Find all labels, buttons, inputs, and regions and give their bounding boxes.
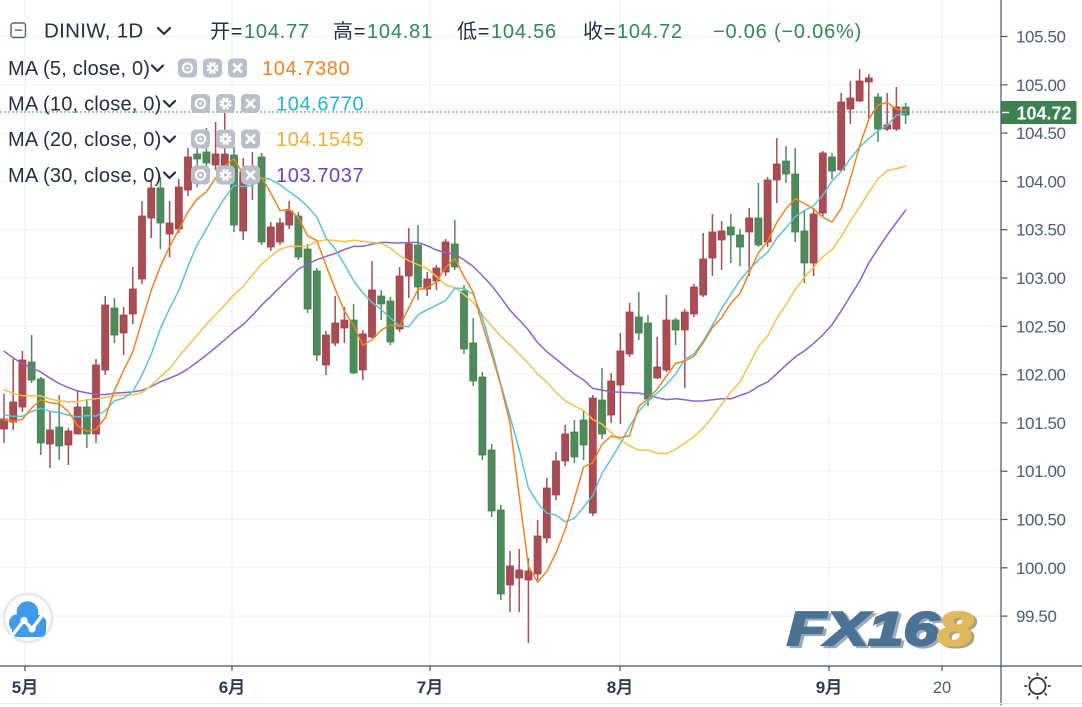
svg-text:8: 8 — [938, 602, 973, 655]
svg-text:101.00: 101.00 — [1016, 462, 1066, 481]
svg-text:9月: 9月 — [816, 678, 842, 697]
svg-text:105.00: 105.00 — [1016, 76, 1066, 95]
svg-text:103.00: 103.00 — [1016, 269, 1066, 288]
svg-text:104.72: 104.72 — [617, 21, 683, 43]
svg-text:MA (10, close, 0): MA (10, close, 0) — [8, 94, 161, 116]
svg-text:7月: 7月 — [417, 678, 443, 697]
svg-text:104.6770: 104.6770 — [276, 94, 364, 116]
svg-text:104.81: 104.81 — [367, 21, 433, 43]
svg-text:104.7380: 104.7380 — [262, 58, 350, 80]
svg-text:低=: 低= — [457, 20, 490, 43]
svg-text:105.50: 105.50 — [1016, 28, 1066, 47]
svg-text:8月: 8月 — [607, 678, 633, 697]
svg-text:MA (5, close, 0): MA (5, close, 0) — [8, 58, 150, 80]
svg-text:8: 8 — [940, 604, 975, 657]
svg-text:20: 20 — [933, 679, 951, 697]
svg-text:103.50: 103.50 — [1016, 221, 1066, 240]
svg-text:101.50: 101.50 — [1016, 414, 1066, 433]
svg-text:FX16: FX16 — [790, 604, 943, 657]
svg-text:104.1545: 104.1545 — [276, 129, 364, 151]
svg-text:MA (20, close, 0): MA (20, close, 0) — [8, 129, 161, 151]
svg-text:102.00: 102.00 — [1016, 366, 1066, 385]
svg-text:DINIW, 1D: DINIW, 1D — [44, 20, 144, 43]
svg-text:5月: 5月 — [12, 678, 38, 697]
svg-text:FX16: FX16 — [787, 602, 940, 655]
svg-text:高=: 高= — [333, 20, 366, 43]
svg-text:104.50: 104.50 — [1016, 124, 1066, 143]
svg-text:104.00: 104.00 — [1016, 172, 1066, 191]
svg-text:开=: 开= — [210, 21, 243, 43]
svg-text:102.50: 102.50 — [1016, 317, 1066, 336]
svg-text:103.7037: 103.7037 — [276, 165, 364, 187]
svg-text:−0.06 (−0.06%): −0.06 (−0.06%) — [713, 21, 862, 43]
svg-text:100.00: 100.00 — [1016, 559, 1066, 578]
svg-text:99.50: 99.50 — [1016, 607, 1057, 626]
svg-text:100.50: 100.50 — [1016, 511, 1066, 530]
svg-text:6月: 6月 — [219, 678, 245, 697]
svg-text:104.56: 104.56 — [491, 21, 557, 43]
svg-text:MA (30, close, 0): MA (30, close, 0) — [8, 165, 161, 187]
svg-text:104.72: 104.72 — [1017, 104, 1072, 124]
svg-text:104.77: 104.77 — [244, 21, 310, 43]
svg-text:收=: 收= — [583, 20, 616, 43]
